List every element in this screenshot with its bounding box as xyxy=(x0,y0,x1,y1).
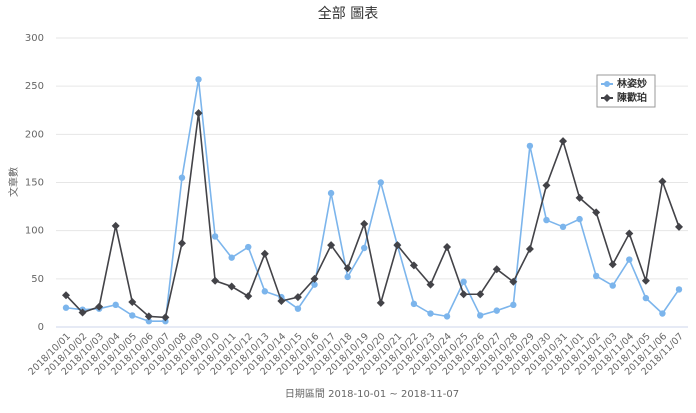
point xyxy=(129,312,136,319)
point xyxy=(542,181,551,190)
point xyxy=(227,282,236,291)
point xyxy=(393,241,402,250)
point xyxy=(608,260,617,269)
point xyxy=(476,312,484,319)
point xyxy=(361,244,368,252)
point xyxy=(145,318,153,325)
point xyxy=(178,174,186,181)
point xyxy=(443,313,451,320)
point xyxy=(228,254,235,261)
point xyxy=(245,243,252,251)
point xyxy=(293,293,302,302)
point xyxy=(427,310,434,317)
point xyxy=(459,290,468,299)
point xyxy=(194,109,203,118)
point xyxy=(559,223,567,231)
point xyxy=(177,239,186,248)
point xyxy=(211,276,220,285)
point xyxy=(62,291,70,300)
y-tick-label: 150 xyxy=(25,178,44,189)
legend-marker xyxy=(603,94,611,102)
point xyxy=(277,296,286,305)
point xyxy=(658,177,667,186)
legend-marker xyxy=(604,81,610,87)
point xyxy=(509,277,518,286)
y-tick-label: 100 xyxy=(25,226,44,237)
point xyxy=(543,216,550,224)
point xyxy=(95,302,104,311)
legend-label: 林姿妙 xyxy=(617,77,647,90)
y-tick-label: 0 xyxy=(38,322,44,333)
point xyxy=(310,274,319,283)
point xyxy=(575,193,584,202)
point xyxy=(410,300,418,308)
point xyxy=(675,286,683,293)
point xyxy=(609,282,616,289)
chart-title: 全部 圖表 xyxy=(318,5,378,22)
point xyxy=(343,264,352,273)
point xyxy=(642,294,650,302)
point xyxy=(659,310,666,317)
point xyxy=(144,312,153,321)
point xyxy=(311,281,318,288)
point xyxy=(211,233,219,240)
point xyxy=(525,244,534,253)
point xyxy=(592,272,600,280)
point xyxy=(344,273,351,281)
point xyxy=(493,307,500,314)
point xyxy=(244,292,253,301)
x-axis-label: 日期區間 2018-10-01 ~ 2018-11-07 xyxy=(285,388,459,400)
point xyxy=(377,179,384,186)
point xyxy=(327,241,336,250)
point xyxy=(376,298,385,307)
point xyxy=(426,280,435,289)
point xyxy=(294,305,302,312)
legend-label: 陳歡珀 xyxy=(617,91,647,104)
point xyxy=(559,137,568,146)
point xyxy=(526,142,534,150)
point xyxy=(492,265,501,274)
series-line xyxy=(65,79,680,323)
point xyxy=(641,276,650,285)
point xyxy=(195,76,202,83)
point xyxy=(128,297,137,306)
point xyxy=(409,261,418,270)
point xyxy=(626,256,633,263)
y-tick-label: 250 xyxy=(25,81,44,92)
series-line xyxy=(65,113,680,319)
point xyxy=(161,313,170,322)
point xyxy=(675,222,683,231)
y-axis-label: 文章數 xyxy=(7,167,20,197)
point xyxy=(62,304,70,311)
y-tick-label: 200 xyxy=(25,129,44,140)
point xyxy=(592,208,601,217)
point xyxy=(112,301,119,309)
point xyxy=(327,189,335,197)
point xyxy=(476,290,485,299)
point xyxy=(260,249,269,258)
point xyxy=(576,215,583,223)
y-tick-label: 50 xyxy=(31,274,44,285)
y-tick-label: 300 xyxy=(25,33,44,44)
point xyxy=(261,288,269,295)
point xyxy=(360,219,369,228)
point xyxy=(625,229,634,238)
point xyxy=(111,221,120,230)
point xyxy=(443,243,452,252)
point xyxy=(460,278,467,285)
point xyxy=(78,308,87,317)
point xyxy=(510,301,517,309)
